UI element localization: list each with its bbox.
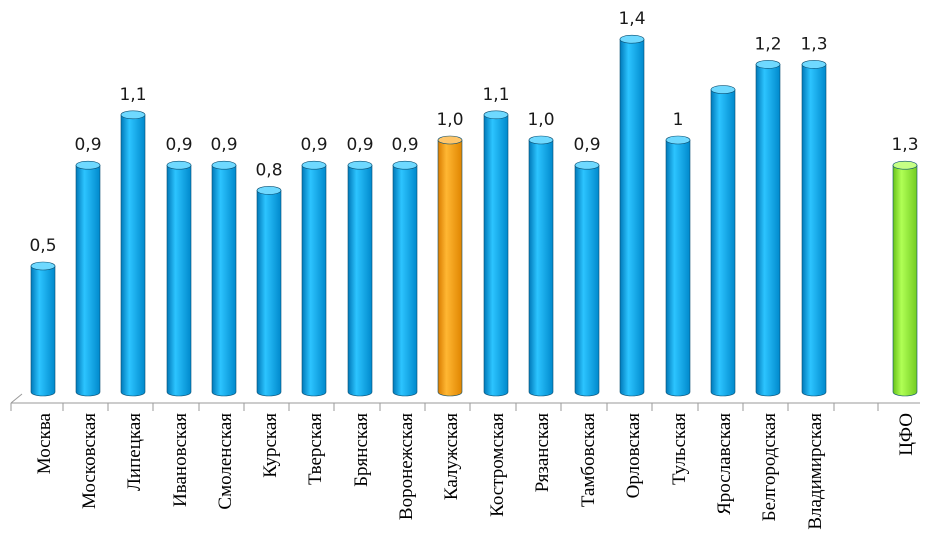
data-label: 1,4 xyxy=(618,9,645,29)
category-label: Тверская xyxy=(305,413,326,485)
bar xyxy=(574,160,600,397)
bar xyxy=(528,135,554,397)
bars-group xyxy=(30,34,918,397)
bar xyxy=(892,160,918,397)
data-label: 1,0 xyxy=(527,110,554,130)
data-label: 0,9 xyxy=(300,135,327,155)
category-label: Рязанская xyxy=(532,413,553,492)
data-label: 1 xyxy=(673,110,684,130)
data-label: 1,1 xyxy=(119,85,146,105)
data-label: 0,9 xyxy=(346,135,373,155)
bar xyxy=(30,261,56,397)
bar xyxy=(347,160,373,397)
category-label: Смоленская xyxy=(215,413,236,510)
data-label: 1,2 xyxy=(754,34,781,54)
data-label: 1,3 xyxy=(891,135,918,155)
data-label: 0,9 xyxy=(74,135,101,155)
category-label: Москва xyxy=(34,412,55,474)
category-labels-group: Москва Московская Липецкая Ивановская Смолен… xyxy=(34,412,917,529)
category-label: Ивановская xyxy=(170,413,191,507)
bar xyxy=(437,135,463,397)
category-label: Орловская xyxy=(623,413,644,499)
category-label: Костромская xyxy=(487,413,508,517)
bar xyxy=(120,110,146,397)
data-label: 1,3 xyxy=(800,34,827,54)
category-label: Тамбовская xyxy=(578,413,599,507)
bar xyxy=(665,135,691,397)
category-label: Калужская xyxy=(441,413,462,500)
data-label: 1,1 xyxy=(482,85,509,105)
bar xyxy=(301,160,327,397)
category-label: Брянская xyxy=(351,413,372,487)
category-label: Белгородская xyxy=(759,413,780,522)
data-labels-group: 0,5 0,9 1,1 0,9 0,9 0,8 0,9 0,9 0,9 1,0 1,1 1,0 0,9 1… xyxy=(29,9,918,256)
bar xyxy=(75,160,101,397)
category-label: Владимирская xyxy=(805,413,826,530)
data-label: 0,9 xyxy=(573,135,600,155)
bar xyxy=(211,160,237,397)
data-label: 0,9 xyxy=(165,135,192,155)
data-label: 0,5 xyxy=(29,236,56,256)
bar xyxy=(755,60,781,397)
category-label: Ярославская xyxy=(714,413,735,515)
data-label: 0,8 xyxy=(255,160,282,180)
bar xyxy=(483,110,509,397)
category-label: Московская xyxy=(79,413,100,509)
bar xyxy=(619,34,645,397)
category-label: Тульская xyxy=(669,413,690,485)
category-label: Липецкая xyxy=(124,413,145,491)
x-axis xyxy=(10,393,920,411)
data-label: 1,0 xyxy=(436,110,463,130)
data-label: 0,9 xyxy=(210,135,237,155)
bar xyxy=(256,186,282,397)
data-label: 0,9 xyxy=(391,135,418,155)
bar xyxy=(392,160,418,397)
bar xyxy=(710,85,736,397)
x-axis-floor-edge xyxy=(10,393,23,404)
category-label: Курская xyxy=(260,413,281,478)
category-label: ЦФО xyxy=(896,413,917,456)
category-label: Воронежская xyxy=(396,413,417,520)
bar xyxy=(801,60,827,397)
bar xyxy=(166,160,192,397)
